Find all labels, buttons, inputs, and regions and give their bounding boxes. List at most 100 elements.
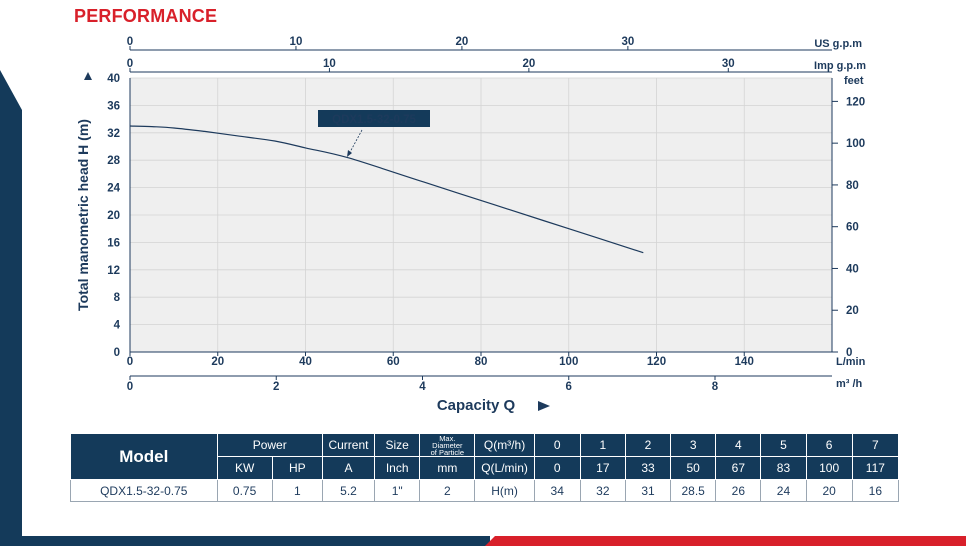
q-m3h-cell: 6 (805, 433, 853, 457)
x-unit-lmin: L/min (836, 356, 866, 368)
y-tick-label-feet: 80 (846, 180, 859, 192)
h-cell: 24 (760, 479, 807, 502)
q-lmin-cell: 0 (533, 456, 581, 480)
q-lmin-cell: 50 (670, 456, 717, 480)
x-tick-label-usgpm: 0 (127, 36, 133, 48)
q-lmin-cell: 117 (851, 456, 900, 480)
y-tick-label: 0 (114, 347, 120, 359)
x-tick-label-lmin: 0 (127, 356, 133, 368)
current-unit: A (321, 456, 376, 480)
axes (129, 46, 838, 380)
x-tick-label-lmin: 20 (211, 356, 224, 368)
x-axis-arrow-icon (538, 401, 550, 411)
page-title: PERFORMANCE (74, 6, 218, 26)
spec-table: Model Power Current Size Max. Diameter o… (70, 433, 900, 502)
x-unit-m3h: m³ /h (836, 378, 863, 390)
x-tick-label-usgpm: 30 (621, 36, 634, 48)
q-lmin-cell: 100 (805, 456, 853, 480)
model-label-pointer-arrow (347, 150, 352, 157)
size-cell: 1" (374, 479, 421, 502)
model-label-box (318, 110, 430, 127)
x-tick-label-usgpm: 20 (456, 36, 469, 48)
particle-unit: mm (419, 456, 476, 480)
q-m3h-label: Q(m³/h) (474, 433, 535, 457)
y-unit-feet: feet (844, 75, 864, 87)
x-tick-label-m3h: 8 (712, 381, 719, 393)
y-axis-arrow-icon (84, 72, 92, 80)
q-m3h-cell: 1 (579, 433, 626, 457)
q-m3h-cell: 7 (851, 433, 900, 457)
y-tick-label: 40 (107, 73, 120, 85)
y-axis-label: Total manometric head H (m) (75, 119, 91, 311)
y-tick-label-feet: 20 (846, 305, 859, 317)
power-header: Power (216, 433, 323, 457)
particle-header-line-2: Diameter (432, 440, 463, 450)
y-tick-label-feet: 0 (846, 347, 852, 359)
h-cell: 28.5 (670, 479, 717, 502)
q-lmin-cell: 33 (624, 456, 672, 480)
y-tick-label: 8 (114, 292, 121, 304)
q-m3h-cell: 5 (760, 433, 807, 457)
q-lmin-cell: 17 (579, 456, 626, 480)
q-m3h-cell: 3 (670, 433, 717, 457)
x-tick-label-lmin: 40 (299, 356, 312, 368)
hp-label: HP (271, 456, 323, 480)
h-cell: 16 (851, 479, 900, 502)
x-tick-label-m3h: 2 (273, 381, 279, 393)
model-label-pointer (348, 129, 363, 155)
series-line-qdx1-5-32-0-75 (129, 125, 644, 254)
y-tick-label-feet: 60 (846, 222, 859, 234)
q-m3h-cell: 4 (715, 433, 762, 457)
q-lmin-label: Q(L/min) (474, 456, 535, 480)
particle-header-line-3: of Particle (430, 447, 464, 457)
y-tick-label: 24 (107, 183, 120, 195)
table-header-row-1: Model Power Current Size Max. Diameter o… (70, 433, 900, 480)
q-m3h-cell: 0 (533, 433, 581, 457)
q-lmin-cell: 83 (760, 456, 807, 480)
q-m3h-cell: 2 (624, 433, 672, 457)
kw-label: KW (216, 456, 273, 480)
x-tick-label-lmin: 140 (735, 356, 754, 368)
table-header-row-2: KW HP A Inch mm Q(L/min) 0 17 33 50 67 8… (71, 456, 900, 480)
h-label: H(m) (474, 479, 535, 502)
decorative-bottom-band (0, 536, 966, 546)
x-tick-label-lmin: 100 (559, 356, 578, 368)
x-tick-label-impgpm: 10 (323, 58, 336, 70)
x-tick-label-m3h: 4 (419, 381, 426, 393)
particle-cell: 2 (419, 479, 476, 502)
kw-cell: 0.75 (216, 479, 273, 502)
x-tick-label-impgpm: 20 (522, 58, 535, 70)
x-tick-label-lmin: 80 (475, 356, 488, 368)
x-tick-label-lmin: 60 (387, 356, 400, 368)
table-row: QDX1.5-32-0.75 0.75 1 5.2 1" 2 H(m) 34 3… (70, 479, 900, 502)
current-cell: 5.2 (321, 479, 376, 502)
q-lmin-cell: 67 (715, 456, 762, 480)
y-tick-label: 4 (114, 320, 121, 332)
x-unit-impgpm: Imp g.p.m (814, 60, 866, 72)
y-tick-label-feet: 100 (846, 138, 865, 150)
decorative-left-band (0, 70, 22, 546)
h-cell: 32 (579, 479, 626, 502)
h-cell: 31 (624, 479, 672, 502)
x-tick-label-usgpm: 10 (290, 36, 303, 48)
y-tick-label: 36 (107, 100, 120, 112)
x-tick-label-impgpm: 0 (127, 58, 133, 70)
x-tick-label-lmin: 120 (647, 356, 666, 368)
particle-header-line-1: Max. (439, 433, 456, 443)
y-tick-label: 32 (107, 128, 120, 140)
y-tick-label: 16 (107, 237, 120, 249)
hp-cell: 1 (271, 479, 323, 502)
y-tick-label: 12 (107, 265, 120, 277)
x-tick-label-impgpm: 30 (722, 58, 735, 70)
particle-header: Max. Diameter of Particle (419, 433, 476, 457)
y-tick-label: 20 (107, 210, 120, 222)
y-tick-label: 28 (107, 155, 120, 167)
model-cell: QDX1.5-32-0.75 (70, 479, 218, 502)
y-tick-label-feet: 120 (846, 96, 865, 108)
y-tick-label-feet: 40 (846, 263, 859, 275)
x-tick-label-m3h: 6 (566, 381, 572, 393)
h-cell: 34 (533, 479, 581, 502)
current-header: Current (321, 433, 376, 457)
